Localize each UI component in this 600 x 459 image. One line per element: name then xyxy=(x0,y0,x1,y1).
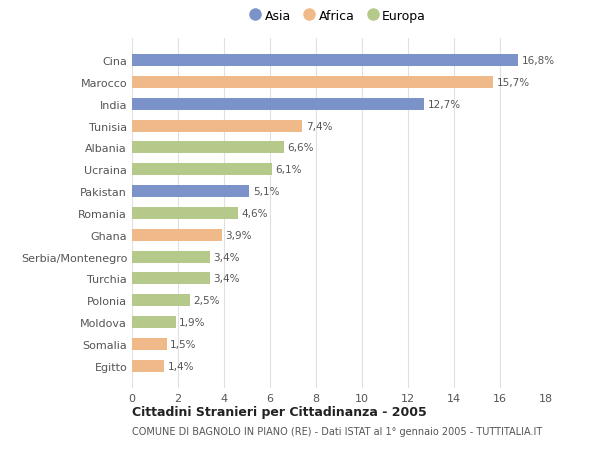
Bar xyxy=(132,55,518,67)
Bar xyxy=(132,229,222,241)
Legend: Asia, Africa, Europa: Asia, Africa, Europa xyxy=(252,11,426,23)
Bar xyxy=(132,185,250,198)
Text: 6,6%: 6,6% xyxy=(287,143,314,153)
Text: 5,1%: 5,1% xyxy=(253,187,279,196)
Bar xyxy=(132,99,424,111)
Text: 4,6%: 4,6% xyxy=(241,208,268,218)
Text: 1,4%: 1,4% xyxy=(167,361,194,371)
Text: 2,5%: 2,5% xyxy=(193,296,220,306)
Bar xyxy=(132,120,302,132)
Bar xyxy=(132,338,167,350)
Text: 3,4%: 3,4% xyxy=(214,274,240,284)
Text: 1,9%: 1,9% xyxy=(179,318,206,327)
Text: Cittadini Stranieri per Cittadinanza - 2005: Cittadini Stranieri per Cittadinanza - 2… xyxy=(132,405,427,419)
Text: 3,4%: 3,4% xyxy=(214,252,240,262)
Text: 15,7%: 15,7% xyxy=(497,78,530,88)
Text: 7,4%: 7,4% xyxy=(305,121,332,131)
Text: 12,7%: 12,7% xyxy=(428,100,461,109)
Bar xyxy=(132,273,210,285)
Text: COMUNE DI BAGNOLO IN PIANO (RE) - Dati ISTAT al 1° gennaio 2005 - TUTTITALIA.IT: COMUNE DI BAGNOLO IN PIANO (RE) - Dati I… xyxy=(132,426,542,436)
Text: 3,9%: 3,9% xyxy=(225,230,251,240)
Bar xyxy=(132,316,176,328)
Bar xyxy=(132,164,272,176)
Bar xyxy=(132,142,284,154)
Text: 1,5%: 1,5% xyxy=(170,339,196,349)
Bar xyxy=(132,207,238,219)
Text: 16,8%: 16,8% xyxy=(522,56,555,66)
Text: 6,1%: 6,1% xyxy=(276,165,302,175)
Bar xyxy=(132,251,210,263)
Bar xyxy=(132,77,493,89)
Bar xyxy=(132,360,164,372)
Bar xyxy=(132,295,190,307)
